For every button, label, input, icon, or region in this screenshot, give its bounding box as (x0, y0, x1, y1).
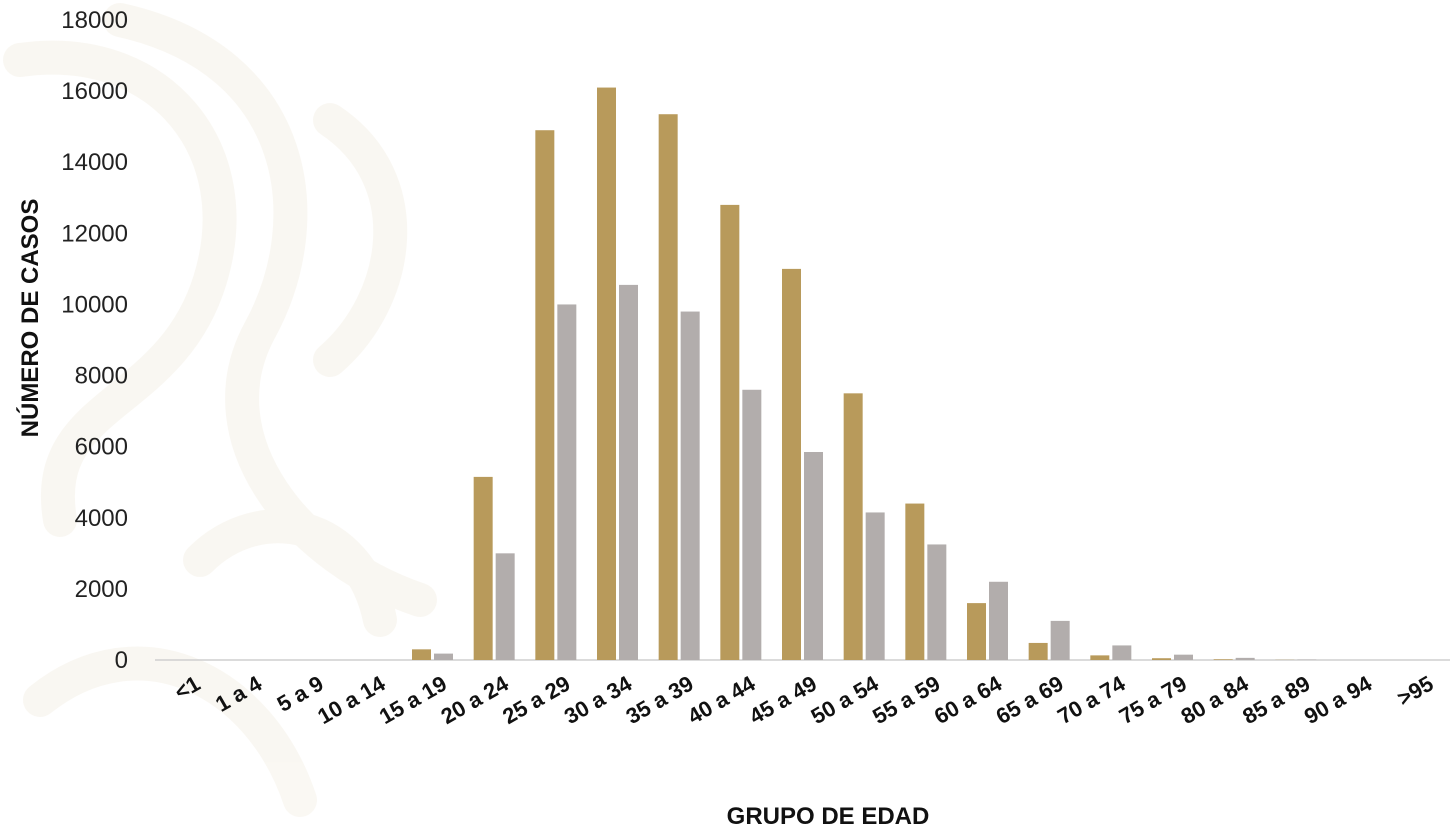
x-tick-label: 90 a 94 (1300, 670, 1377, 729)
x-tick-label: 85 a 89 (1238, 671, 1314, 729)
x-tick-label: 45 a 49 (745, 671, 821, 729)
bar-series-1 (1213, 659, 1233, 660)
bar-series-2 (619, 284, 638, 660)
y-tick-label: 14000 (61, 149, 128, 176)
bar-series-2 (865, 512, 885, 660)
x-tick-label: 35 a 39 (622, 671, 698, 729)
x-tick-label: >95 (1393, 671, 1438, 711)
bar-series-2 (1112, 645, 1132, 660)
y-axis: 0 2000 4000 6000 8000 10000 12000 14000 16000 180… (61, 7, 128, 674)
x-tick-label: 50 a 54 (807, 670, 884, 729)
bar-series-1 (782, 268, 801, 660)
bar-series-2 (1174, 654, 1193, 660)
bar-series-1 (1028, 642, 1048, 660)
y-tick-label: 10000 (61, 291, 128, 318)
x-tick-label: 10 a 14 (313, 670, 390, 729)
bar-series-1 (412, 649, 431, 660)
bar-series-1 (597, 87, 616, 661)
bar-series-2 (1050, 620, 1070, 660)
x-tick-label: 25 a 29 (498, 671, 574, 729)
bar-series-2 (434, 653, 453, 660)
bar-series-2 (989, 581, 1008, 660)
x-tick-label: 15 a 19 (375, 671, 451, 729)
x-tick-label: 20 a 24 (437, 670, 514, 729)
bar-series-1 (535, 130, 555, 660)
y-axis-title: NÚMERO DE CASOS (16, 199, 44, 438)
bar-series-1 (473, 476, 493, 660)
bar-series-1 (843, 393, 863, 660)
x-tick-label: 70 a 74 (1053, 670, 1130, 729)
bar-series-1 (967, 603, 986, 660)
bars (412, 87, 1317, 661)
y-tick-label: 18000 (61, 7, 128, 34)
bar-series-2 (557, 304, 577, 660)
x-tick-label: 30 a 34 (560, 670, 637, 729)
x-tick-label: 65 a 69 (992, 671, 1068, 729)
bar-series-2 (1235, 657, 1255, 660)
bar-series-2 (804, 452, 823, 660)
bar-series-2 (680, 311, 700, 660)
y-tick-label: 0 (115, 647, 128, 674)
x-tick-label: 80 a 84 (1177, 670, 1254, 729)
background-watermark (3, 3, 437, 817)
x-axis-title: GRUPO DE EDAD (727, 803, 930, 829)
x-tick-label: 75 a 79 (1115, 671, 1191, 729)
bar-series-1 (905, 503, 925, 660)
y-tick-label: 8000 (75, 363, 128, 390)
bar-series-2 (742, 389, 762, 660)
y-tick-label: 16000 (61, 78, 128, 105)
y-tick-label: 2000 (75, 576, 128, 603)
bar-series-2 (927, 544, 947, 660)
bar-series-2 (495, 553, 515, 660)
x-tick-label: 55 a 59 (868, 671, 944, 729)
y-tick-label: 12000 (61, 220, 128, 247)
x-tick-label: 60 a 64 (930, 670, 1007, 729)
bar-series-1 (1090, 655, 1110, 660)
y-tick-label: 4000 (75, 505, 128, 532)
y-tick-label: 6000 (75, 434, 128, 461)
bar-series-1 (720, 204, 740, 660)
bar-series-1 (1152, 658, 1171, 660)
bar-series-1 (658, 114, 678, 660)
x-tick-label: 40 a 44 (683, 670, 760, 729)
